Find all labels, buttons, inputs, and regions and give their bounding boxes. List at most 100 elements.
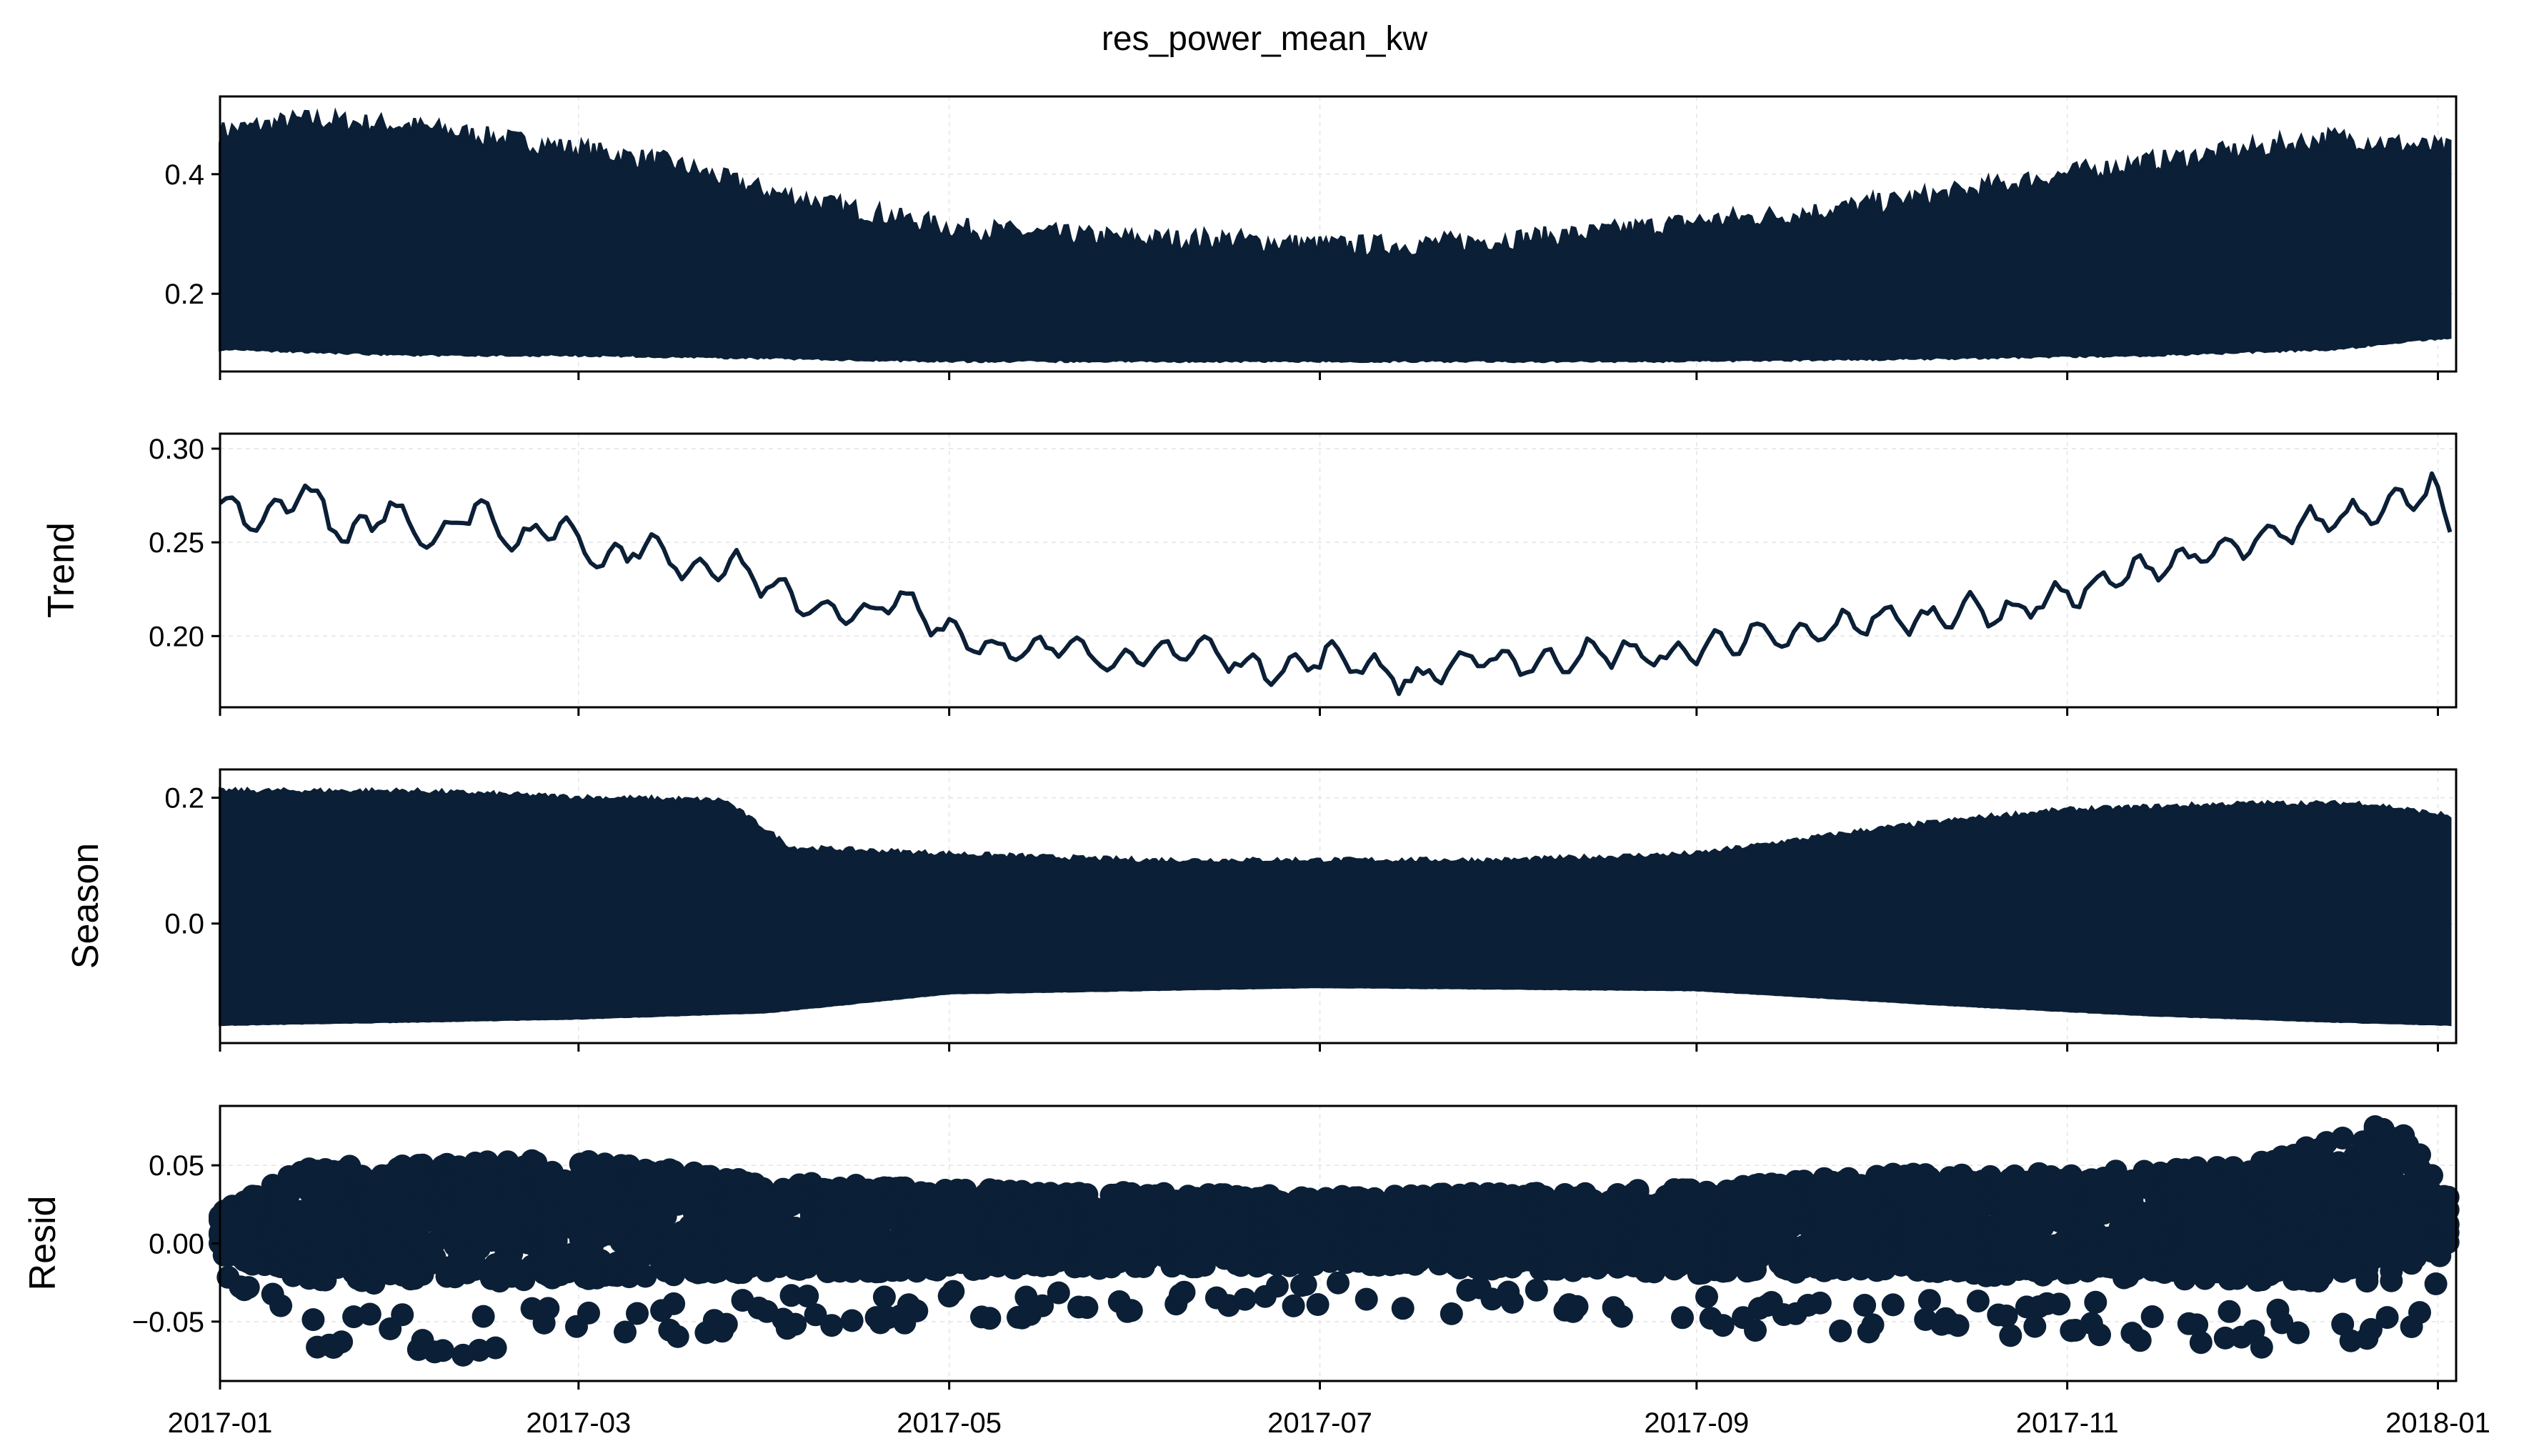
resid-point bbox=[2140, 1305, 2164, 1328]
resid-point bbox=[236, 1276, 260, 1300]
observed-ytick-label: 0.2 bbox=[164, 279, 204, 310]
x-tick-label: 2017-11 bbox=[2016, 1407, 2119, 1439]
resid-point bbox=[1946, 1314, 1970, 1337]
resid-point bbox=[1861, 1313, 1885, 1337]
trend-ytick-label: 0.30 bbox=[149, 434, 204, 465]
x-tick-label: 2017-07 bbox=[1267, 1407, 1372, 1439]
resid-point bbox=[431, 1339, 454, 1362]
resid-point bbox=[614, 1320, 637, 1344]
resid-point bbox=[1233, 1287, 1257, 1311]
resid-point bbox=[1265, 1275, 1289, 1298]
resid-point bbox=[626, 1302, 649, 1325]
resid-point bbox=[1744, 1319, 1767, 1342]
figure-title: res_power_mean_kw bbox=[1102, 20, 1428, 58]
season-xticks bbox=[219, 1043, 2439, 1052]
resid-point bbox=[942, 1280, 965, 1303]
resid-point bbox=[1047, 1281, 1070, 1305]
resid-point bbox=[391, 1303, 414, 1327]
resid-point bbox=[577, 1301, 600, 1325]
resid-point bbox=[1031, 1294, 1054, 1317]
resid-point bbox=[1282, 1294, 1305, 1317]
resid-point bbox=[666, 1325, 689, 1348]
resid-point bbox=[1995, 1305, 2018, 1327]
resid-point bbox=[872, 1285, 896, 1309]
resid-point bbox=[1829, 1320, 1852, 1342]
panel-observed: 0.2 0.4 bbox=[164, 95, 2458, 380]
resid-point bbox=[1355, 1287, 1378, 1311]
season-ytick-label: 0.0 bbox=[164, 909, 204, 940]
resid-point bbox=[796, 1285, 819, 1308]
resid-point bbox=[2355, 1270, 2379, 1293]
resid-ylabel: Resid bbox=[22, 1196, 64, 1291]
season-frame bbox=[219, 768, 2458, 1044]
resid-point bbox=[269, 1294, 293, 1317]
resid-point bbox=[472, 1305, 495, 1328]
trend-ylabel: Trend bbox=[41, 522, 82, 618]
x-tick-label: 2017-09 bbox=[1644, 1407, 1749, 1439]
resid-point bbox=[2189, 1331, 2213, 1355]
resid-point bbox=[1327, 1271, 1350, 1295]
resid-point bbox=[2250, 1335, 2273, 1359]
resid-point bbox=[784, 1312, 807, 1336]
resid-point bbox=[779, 1284, 803, 1307]
observed-series-area bbox=[219, 107, 2452, 364]
resid-point bbox=[2218, 1300, 2241, 1323]
trend-marks bbox=[219, 471, 2453, 697]
resid-point bbox=[1808, 1291, 1832, 1315]
x-tick-label: 2018-01 bbox=[2385, 1407, 2490, 1439]
panel-trend: 0.20 0.25 0.30 Trend bbox=[41, 432, 2458, 716]
resid-point bbox=[358, 1302, 381, 1326]
resid-point bbox=[905, 1299, 929, 1322]
season-ylabel: Season bbox=[65, 843, 106, 969]
resid-point bbox=[1853, 1294, 1877, 1317]
panel-season: 0.0 0.2 Season bbox=[65, 768, 2458, 1052]
resid-point bbox=[1306, 1293, 1330, 1316]
resid-point bbox=[1610, 1305, 1633, 1328]
resid-point bbox=[1294, 1273, 1317, 1296]
trend-xticks bbox=[219, 707, 2439, 716]
resid-point bbox=[1440, 1302, 1463, 1325]
resid-point bbox=[1391, 1297, 1415, 1320]
resid-point bbox=[2088, 1323, 2111, 1347]
observed-yticks: 0.2 0.4 bbox=[164, 159, 220, 310]
observed-ytick-label: 0.4 bbox=[164, 159, 204, 191]
trend-ytick-label: 0.20 bbox=[149, 621, 204, 652]
resid-point bbox=[544, 1230, 568, 1253]
resid-marks bbox=[209, 1115, 2460, 1367]
resid-point bbox=[840, 1309, 864, 1332]
resid-point bbox=[1172, 1280, 1196, 1304]
resid-point bbox=[1999, 1324, 2022, 1347]
resid-point bbox=[1565, 1295, 1589, 1318]
x-tick-label: 2017-03 bbox=[526, 1407, 631, 1439]
resid-point bbox=[2047, 1292, 2071, 1316]
resid-point bbox=[484, 1336, 507, 1360]
resid-point bbox=[1525, 1278, 1548, 1302]
resid-point bbox=[2424, 1272, 2448, 1295]
x-tick-label: 2017-01 bbox=[168, 1407, 273, 1439]
resid-point bbox=[820, 1314, 844, 1337]
resid-point bbox=[804, 1303, 827, 1327]
trend-frame bbox=[219, 432, 2458, 709]
season-yticks: 0.0 0.2 bbox=[164, 783, 220, 940]
resid-point bbox=[1075, 1296, 1099, 1320]
panel-resid: −0.050.000.05 2017-01 2017-03 2017-05 2017-… bbox=[22, 1105, 2490, 1439]
resid-yticks: −0.05 0.00 0.05 bbox=[132, 1150, 220, 1338]
resid-point bbox=[330, 1330, 354, 1354]
trend-series-line bbox=[219, 471, 2453, 697]
resid-point bbox=[2286, 1321, 2310, 1345]
x-tick-label: 2017-05 bbox=[897, 1407, 1002, 1439]
resid-point bbox=[714, 1312, 738, 1336]
trend-grid bbox=[219, 434, 2456, 707]
observed-frame bbox=[219, 95, 2458, 373]
resid-point bbox=[662, 1292, 686, 1315]
resid-point bbox=[1695, 1285, 1718, 1309]
resid-point bbox=[2408, 1301, 2431, 1325]
resid-point bbox=[1966, 1290, 1990, 1313]
resid-point bbox=[2023, 1315, 2047, 1338]
resid-ytick-label: −0.05 bbox=[132, 1307, 204, 1338]
observed-marks bbox=[219, 107, 2452, 364]
resid-point bbox=[2408, 1143, 2431, 1167]
resid-point bbox=[301, 1308, 325, 1332]
trend-yticks: 0.20 0.25 0.30 bbox=[149, 434, 220, 652]
